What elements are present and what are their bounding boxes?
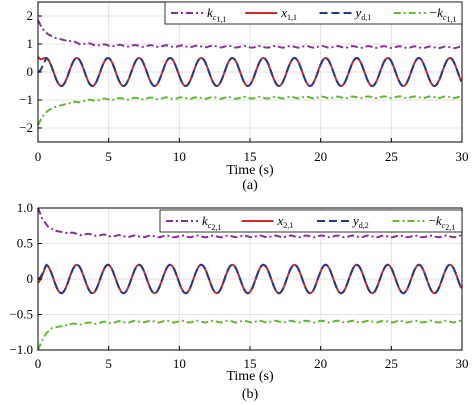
legend-label-3: −kc1,1 — [430, 5, 457, 24]
y-tick-label: 2 — [27, 8, 34, 23]
x-tick-label: 5 — [105, 356, 112, 371]
y-tick-label: −2 — [19, 120, 33, 135]
y-tick-label: −0.5 — [9, 307, 33, 322]
y-tick-label: 1.0 — [17, 200, 33, 215]
series-line-2 — [37, 56, 463, 88]
x-tick-label: 5 — [105, 149, 112, 164]
x-tick-label: 10 — [173, 356, 186, 371]
legend-label-0: kc1,1 — [207, 5, 226, 24]
legend-label-1: x2,1 — [277, 213, 294, 230]
legend-label-3: −kc2,1 — [429, 213, 456, 232]
panel-caption: (a) — [242, 178, 258, 193]
x-tick-label: 15 — [244, 149, 257, 164]
legend-label-1: x1,1 — [280, 5, 297, 22]
y-tick-label: 1 — [27, 36, 34, 51]
x-tick-label: 30 — [456, 356, 469, 371]
x-axis-label: Time (s) — [226, 369, 274, 384]
legend-box — [159, 209, 463, 233]
legend-label-2: yd,2 — [351, 213, 369, 230]
y-tick-label: 0 — [27, 64, 34, 79]
series-line-0 — [37, 207, 463, 239]
x-tick-label: 15 — [244, 356, 257, 371]
x-tick-label: 10 — [173, 149, 186, 164]
legend-label-2: yd,1 — [354, 5, 372, 22]
y-tick-label: −1 — [19, 92, 33, 107]
y-tick-label: 0.5 — [17, 236, 33, 251]
x-tick-label: 0 — [35, 356, 42, 371]
series-line-3 — [37, 95, 463, 126]
series-line-0 — [37, 19, 463, 50]
x-tick-label: 25 — [385, 356, 398, 371]
x-tick-label: 0 — [35, 149, 42, 164]
y-tick-label: 0 — [27, 271, 34, 286]
legend: kc2,1 x2,1 yd,2 −kc2,1 — [159, 209, 463, 233]
series-line-3 — [37, 319, 463, 351]
x-tick-label: 25 — [385, 149, 398, 164]
x-tick-label: 20 — [314, 356, 327, 371]
series-line-2 — [37, 263, 463, 295]
x-axis-label: Time (s) — [226, 163, 274, 178]
legend-label-0: kc2,1 — [202, 213, 221, 232]
legend: kc1,1 x1,1 yd,1 −kc1,1 — [164, 1, 463, 25]
y-tick-label: −1.0 — [9, 342, 33, 357]
chart-panel-b: 0 5 10 15 20 25 30 1.0 0.5 0 −0.5 −1.0 Time (s) (b) kc… — [9, 200, 468, 402]
panel-caption: (b) — [242, 387, 259, 402]
legend-box — [164, 1, 463, 25]
x-tick-label: 30 — [456, 149, 469, 164]
x-tick-label: 20 — [314, 149, 327, 164]
